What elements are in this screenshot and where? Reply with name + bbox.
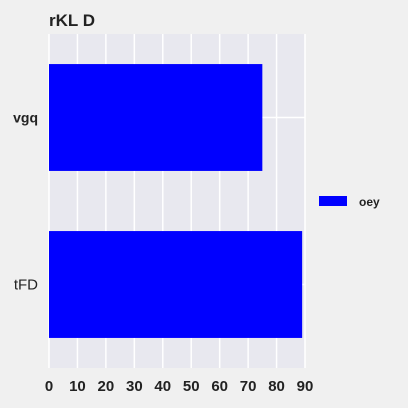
chart-title: rKL D: [49, 11, 95, 30]
bars: [49, 64, 303, 338]
legend: oey: [319, 195, 380, 209]
legend-label-oey: oey: [359, 195, 380, 209]
bar-tfd: [49, 231, 303, 338]
y-axis-tick-labels: vgq tFD: [13, 110, 38, 294]
x-tick-label: 40: [154, 378, 171, 395]
x-tick-label: 10: [69, 378, 86, 395]
y-tick-label-tfd: tFD: [14, 277, 38, 294]
x-tick-label: 30: [126, 378, 143, 395]
x-tick-label: 90: [297, 378, 314, 395]
legend-swatch-oey: [319, 196, 347, 206]
x-tick-label: 20: [98, 378, 115, 395]
x-tick-label: 50: [183, 378, 200, 395]
x-tick-label: 70: [240, 378, 257, 395]
x-tick-label: 60: [211, 378, 228, 395]
bar-vgq: [49, 64, 263, 171]
y-tick-label-vgq: vgq: [13, 110, 38, 126]
x-axis-tick-labels: 0 10 20 30 40 50 60 70 80 90: [45, 378, 314, 395]
x-tick-label: 0: [45, 378, 53, 395]
x-tick-label: 80: [268, 378, 285, 395]
